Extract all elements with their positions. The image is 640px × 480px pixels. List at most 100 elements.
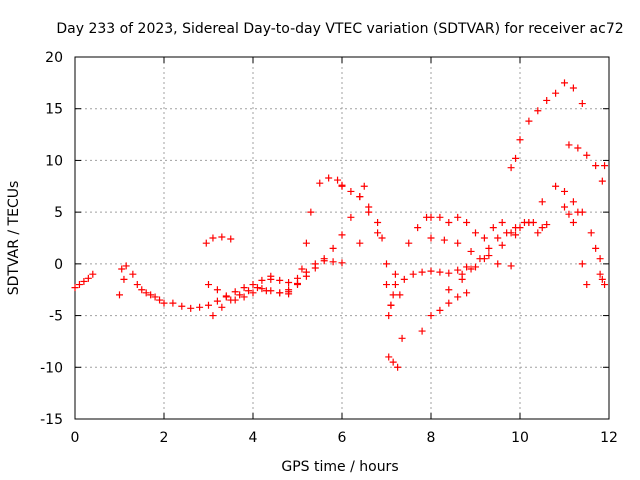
data-point <box>525 117 533 125</box>
data-point <box>151 293 159 301</box>
data-point <box>276 276 284 284</box>
data-point <box>249 281 257 289</box>
data-point <box>298 265 306 273</box>
data-point <box>285 278 293 286</box>
data-points <box>71 79 609 371</box>
data-point <box>231 288 239 296</box>
data-point <box>329 244 337 252</box>
data-point <box>389 291 397 299</box>
x-tick-labels: 0 2 4 6 8 10 12 <box>71 430 618 446</box>
series-arc-19 <box>427 234 515 270</box>
series-arc-8 <box>267 257 346 286</box>
y-axis-label: SDTVAR / TECUs <box>6 181 22 296</box>
data-point <box>196 303 204 311</box>
x-tick-label: 8 <box>427 430 436 446</box>
data-point <box>120 275 128 283</box>
data-point <box>427 267 435 275</box>
data-point <box>507 262 515 270</box>
series-arc-24 <box>587 177 606 263</box>
data-point <box>374 218 382 226</box>
x-tick-label: 2 <box>160 430 169 446</box>
data-point <box>503 229 511 237</box>
data-point <box>218 233 226 241</box>
data-point <box>445 299 453 307</box>
data-point <box>391 270 399 278</box>
y-tick-label: 5 <box>54 205 63 221</box>
data-point <box>222 293 230 301</box>
data-point <box>389 358 397 366</box>
data-point <box>249 289 257 297</box>
data-point <box>231 296 239 304</box>
data-point <box>587 229 595 237</box>
y-tick-label: -10 <box>40 360 63 376</box>
data-point <box>129 270 137 278</box>
data-point <box>133 281 141 289</box>
data-point <box>538 224 546 232</box>
data-point <box>385 353 393 361</box>
data-point <box>601 281 609 289</box>
data-point <box>427 312 435 320</box>
series-arc-16 <box>391 263 471 289</box>
data-point <box>498 218 506 226</box>
data-point <box>116 291 123 299</box>
data-point <box>578 100 586 108</box>
data-point <box>84 274 92 282</box>
data-point <box>294 280 301 288</box>
data-point <box>601 162 609 170</box>
data-point <box>512 231 520 239</box>
ticks <box>74 56 610 420</box>
data-point <box>394 363 402 371</box>
data-point <box>160 299 168 307</box>
series-arc-11 <box>338 182 382 237</box>
data-point <box>454 213 462 221</box>
data-point <box>398 334 406 342</box>
data-point <box>463 263 471 271</box>
chart-title: Day 233 of 2023, Sidereal Day-to-day VTE… <box>56 21 623 37</box>
data-point <box>118 265 126 273</box>
data-point <box>476 255 484 263</box>
data-point <box>338 231 346 239</box>
series-arc-15 <box>387 213 431 309</box>
series-arc-26 <box>596 270 609 289</box>
data-point <box>307 208 315 216</box>
data-point <box>427 234 435 242</box>
data-point <box>538 198 546 206</box>
data-point <box>276 289 284 297</box>
data-point <box>552 182 560 190</box>
x-axis-label: GPS time / hours <box>281 459 398 475</box>
data-point <box>561 187 568 195</box>
series-arc-25 <box>561 203 591 289</box>
series-arc-1 <box>71 270 97 292</box>
data-point <box>302 272 310 280</box>
data-point <box>574 144 582 152</box>
y-tick-label: -5 <box>49 309 63 325</box>
data-point <box>245 287 253 295</box>
data-point <box>218 303 226 311</box>
data-point <box>458 270 466 278</box>
x-tick-label: 12 <box>600 430 618 446</box>
data-point <box>156 296 164 304</box>
data-point <box>534 107 542 115</box>
data-point <box>445 286 453 294</box>
data-point <box>240 293 248 301</box>
data-point <box>543 96 551 104</box>
data-point <box>565 210 573 218</box>
series-arc-20 <box>445 182 586 294</box>
data-point <box>75 281 83 289</box>
data-point <box>240 284 248 292</box>
data-point <box>454 266 462 274</box>
data-point <box>494 260 502 268</box>
data-point <box>418 268 426 276</box>
data-point <box>472 263 479 271</box>
data-point <box>463 218 471 226</box>
data-point <box>253 284 261 292</box>
data-point <box>147 291 155 299</box>
data-point <box>205 281 212 289</box>
data-point <box>258 276 266 284</box>
data-point <box>592 162 600 170</box>
series-arc-2 <box>116 262 130 299</box>
data-point <box>71 284 79 292</box>
data-point <box>467 247 475 255</box>
data-point <box>507 164 515 172</box>
